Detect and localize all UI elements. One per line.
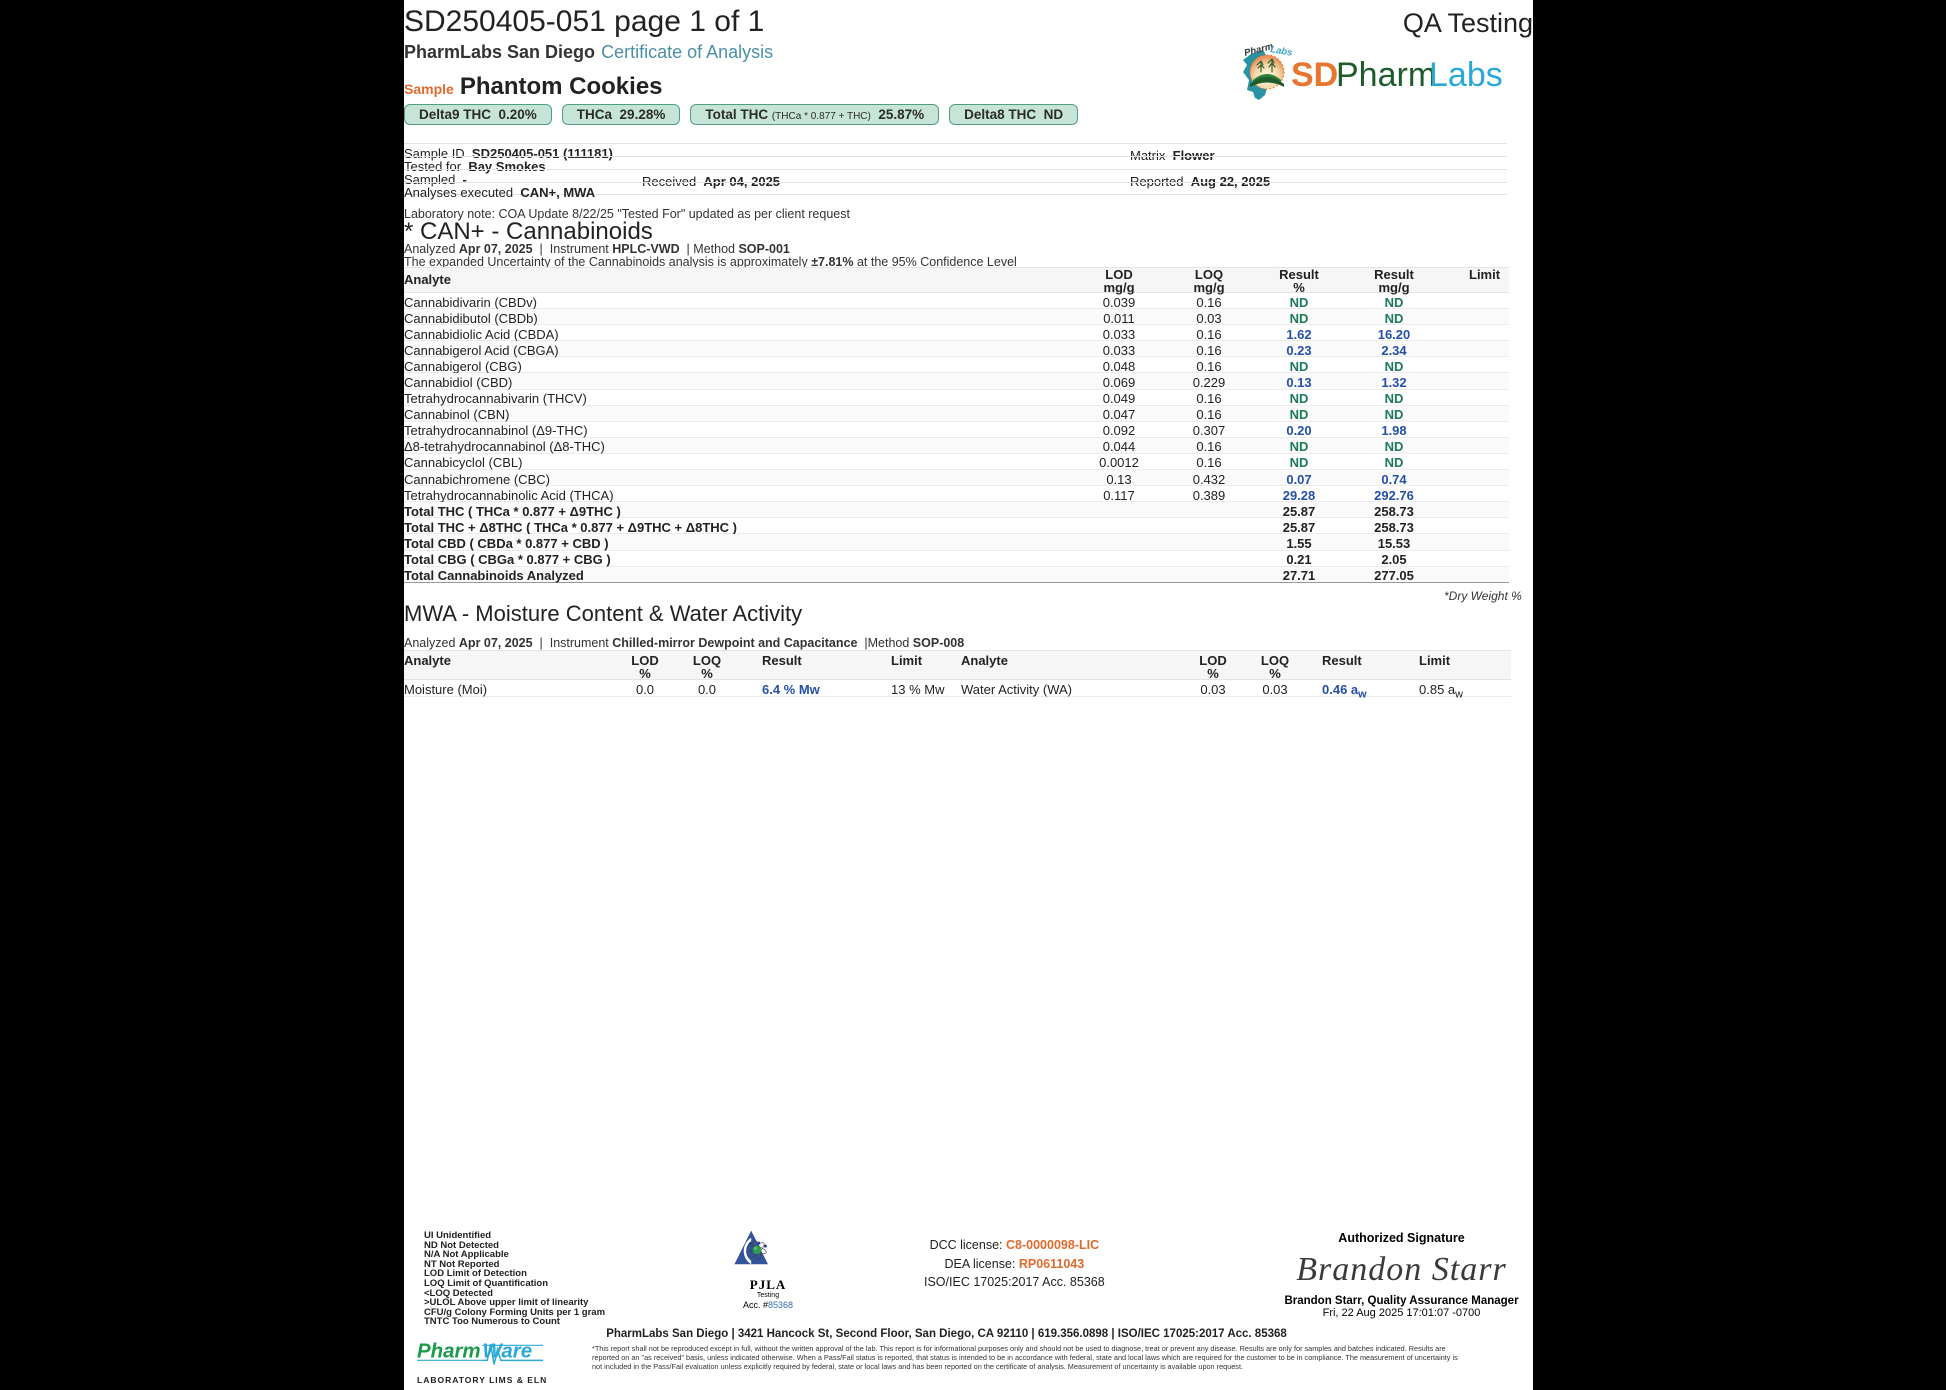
svg-text:Pharm: Pharm (1336, 56, 1436, 94)
svg-text:SD: SD (1291, 56, 1338, 94)
svg-text:Labs: Labs (1429, 56, 1503, 94)
svg-text:Pharm: Pharm (417, 1340, 481, 1363)
